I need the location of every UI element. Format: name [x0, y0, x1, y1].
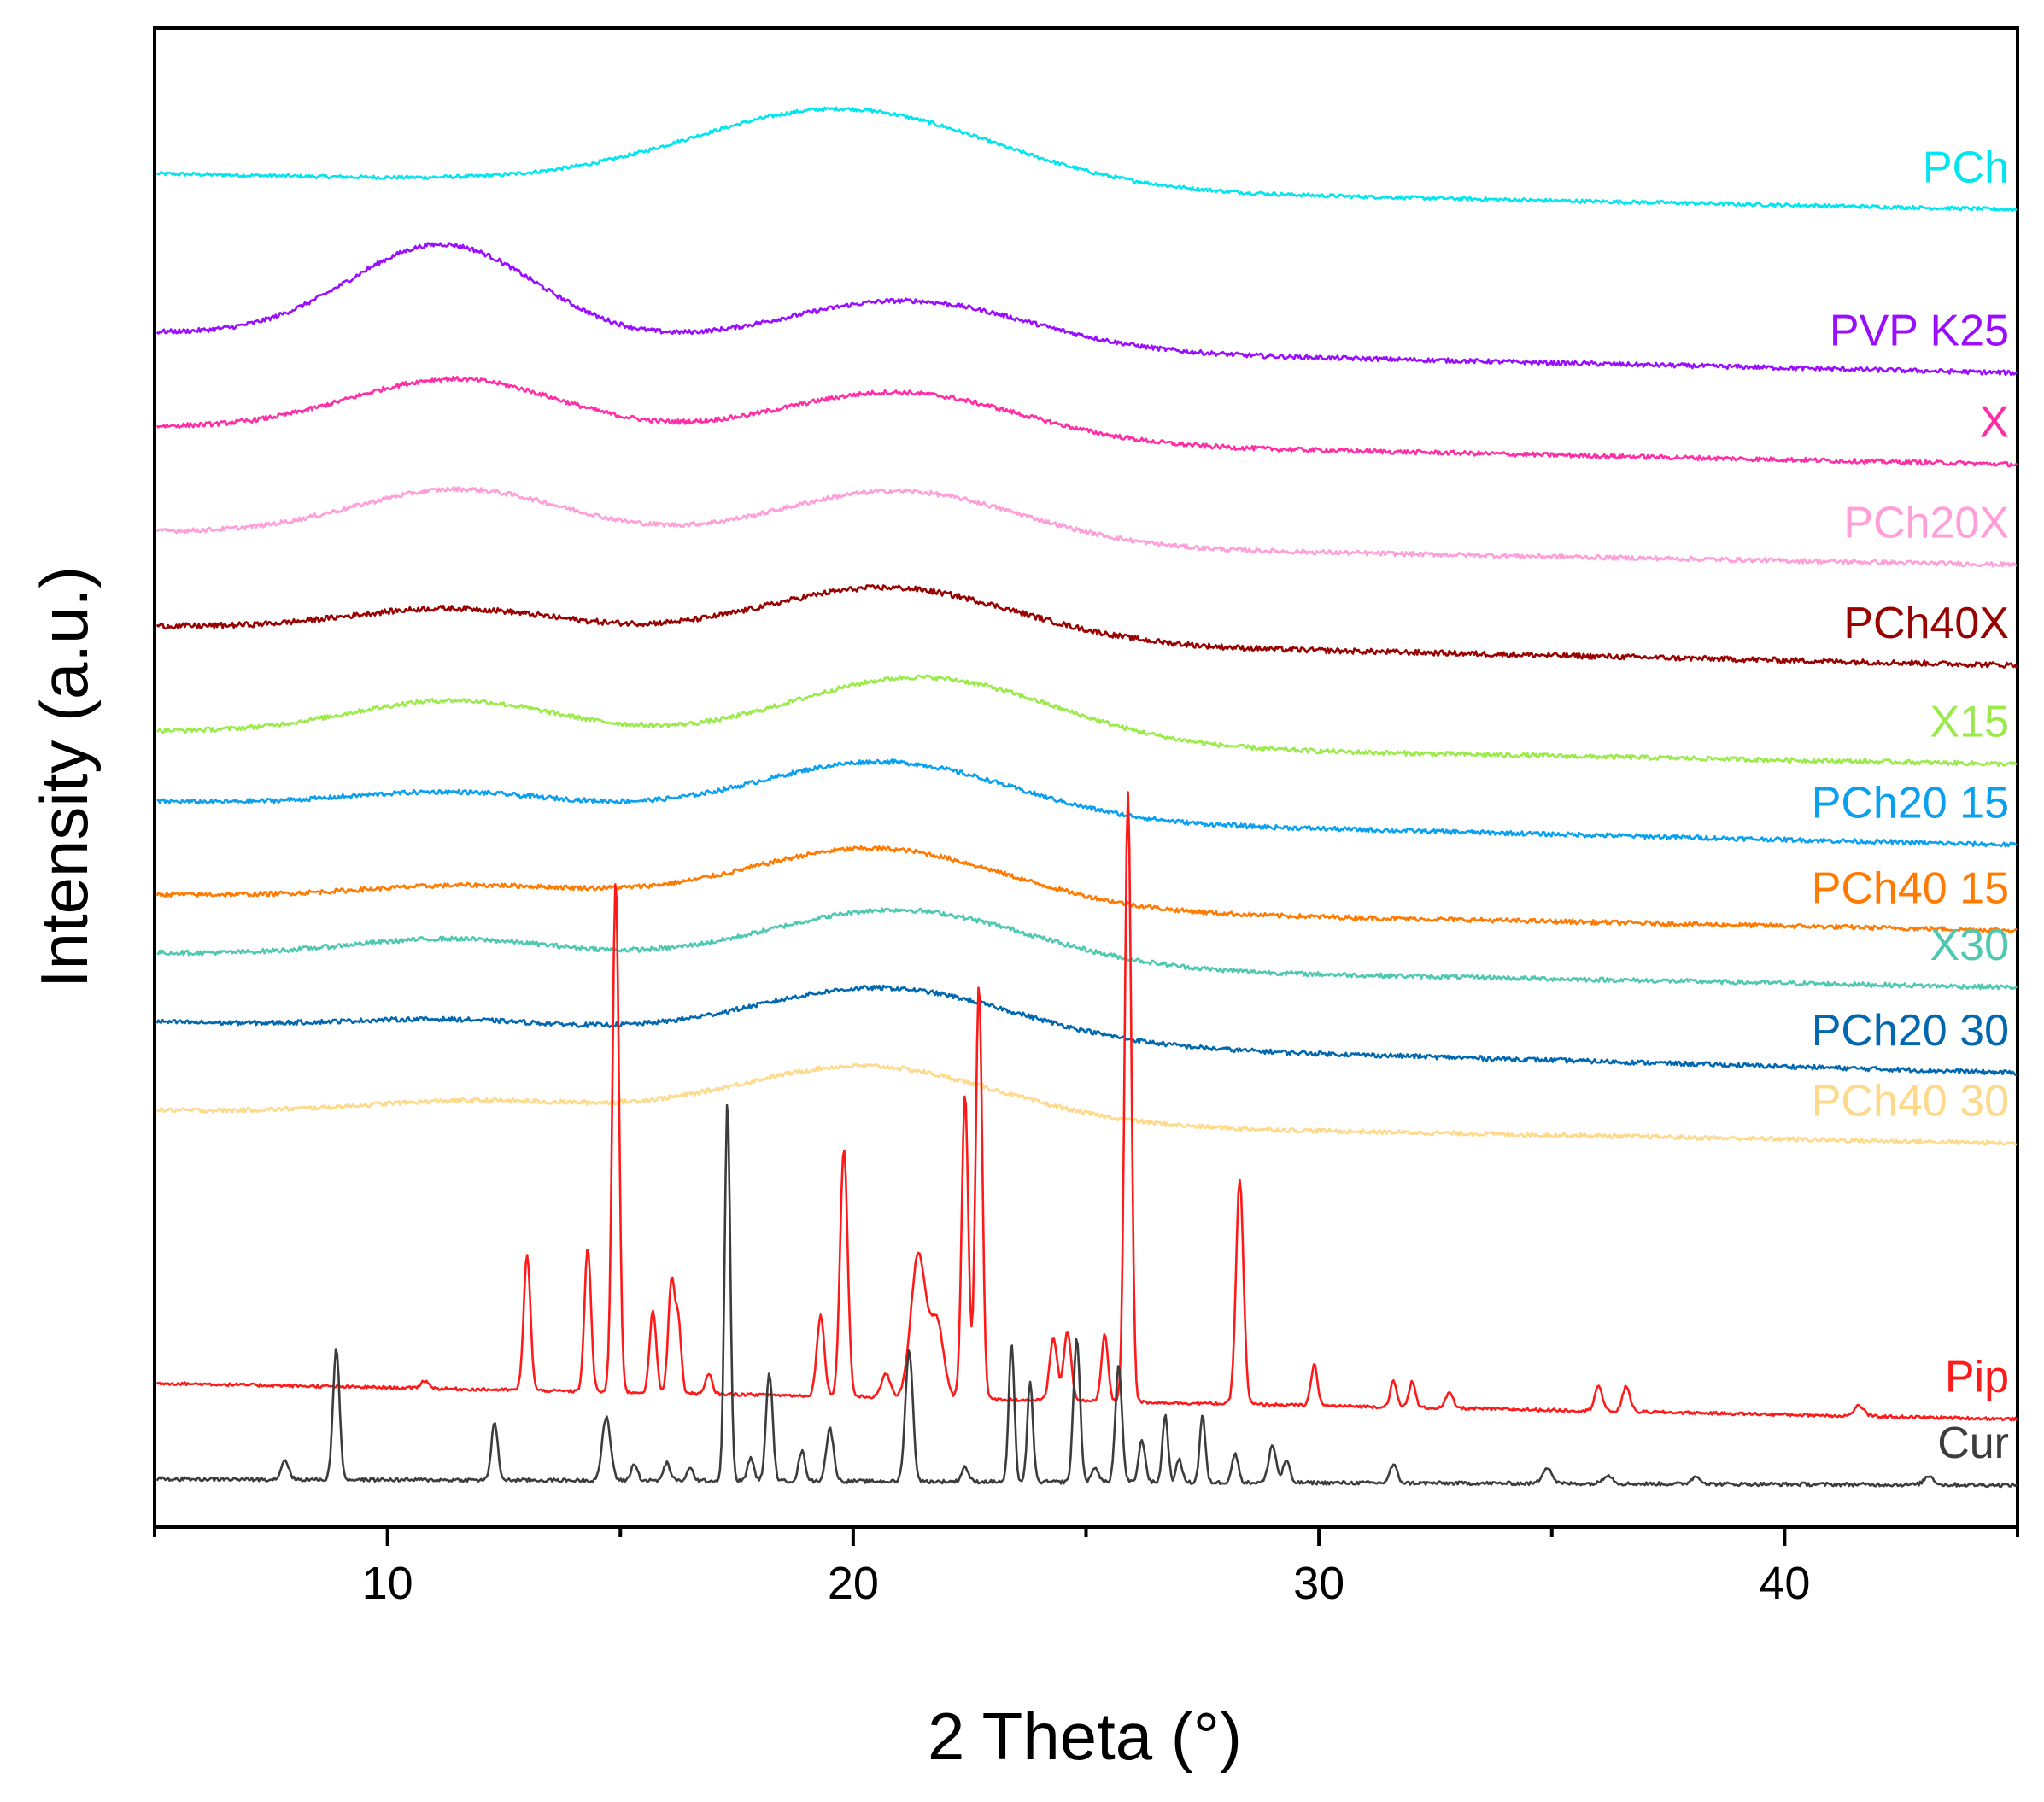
series-line-pch20x	[155, 486, 2018, 568]
series-label-pch20-15: PCh20 15	[1812, 779, 2009, 828]
x-tick-label: 40	[1759, 1558, 1810, 1609]
series-label-pch40x: PCh40X	[1843, 599, 2009, 648]
series-line-pch40-30	[155, 1062, 2018, 1146]
series-label-x15: X15	[1930, 698, 2009, 747]
series-line-pvp-k25	[155, 242, 2018, 377]
series-line-cur	[155, 1103, 2018, 1489]
series-label-pch20x: PCh20X	[1843, 498, 2009, 547]
x-axis-title: 2 Theta (°)	[928, 1699, 1242, 1774]
series-line-x30	[156, 907, 2018, 991]
series-line-pch20-30	[155, 984, 2018, 1076]
series-traces	[155, 106, 2018, 1489]
x-tick-label: 20	[828, 1558, 879, 1609]
series-label-pch20-30: PCh20 30	[1812, 1006, 2009, 1056]
series-line-x15	[156, 674, 2018, 768]
series-line-pch40x	[155, 583, 2018, 669]
x-tick-label: 10	[362, 1558, 413, 1609]
series-line-pch	[155, 106, 2018, 213]
x-axis-ticks: 10 20 30 40	[153, 1527, 2019, 1609]
x-tick-label: 30	[1293, 1558, 1344, 1609]
series-label-cur: Cur	[1937, 1419, 2009, 1468]
series-line-pip	[155, 791, 2018, 1422]
series-label-x: X	[1979, 398, 2009, 448]
series-label-pch: PCh	[1923, 143, 2009, 192]
series-label-pvp-k25: PVP K25	[1830, 307, 2009, 356]
series-label-pch40-15: PCh40 15	[1812, 864, 2009, 914]
series-line-x	[155, 375, 2018, 468]
series-line-pch40-15	[155, 845, 2018, 934]
series-label-x30: X30	[1930, 921, 2009, 970]
y-axis-title: Intensity (a.u.)	[26, 566, 102, 988]
series-line-pch20-15	[156, 758, 2018, 848]
series-labels: PCh PVP K25 X PCh20X PCh40X X15 PCh20 15 PCh40 …	[1812, 143, 2009, 1468]
series-label-pch40-30: PCh40 30	[1812, 1077, 2009, 1126]
series-label-pip: Pip	[1945, 1353, 2009, 1402]
plot-frame	[153, 26, 2019, 1529]
